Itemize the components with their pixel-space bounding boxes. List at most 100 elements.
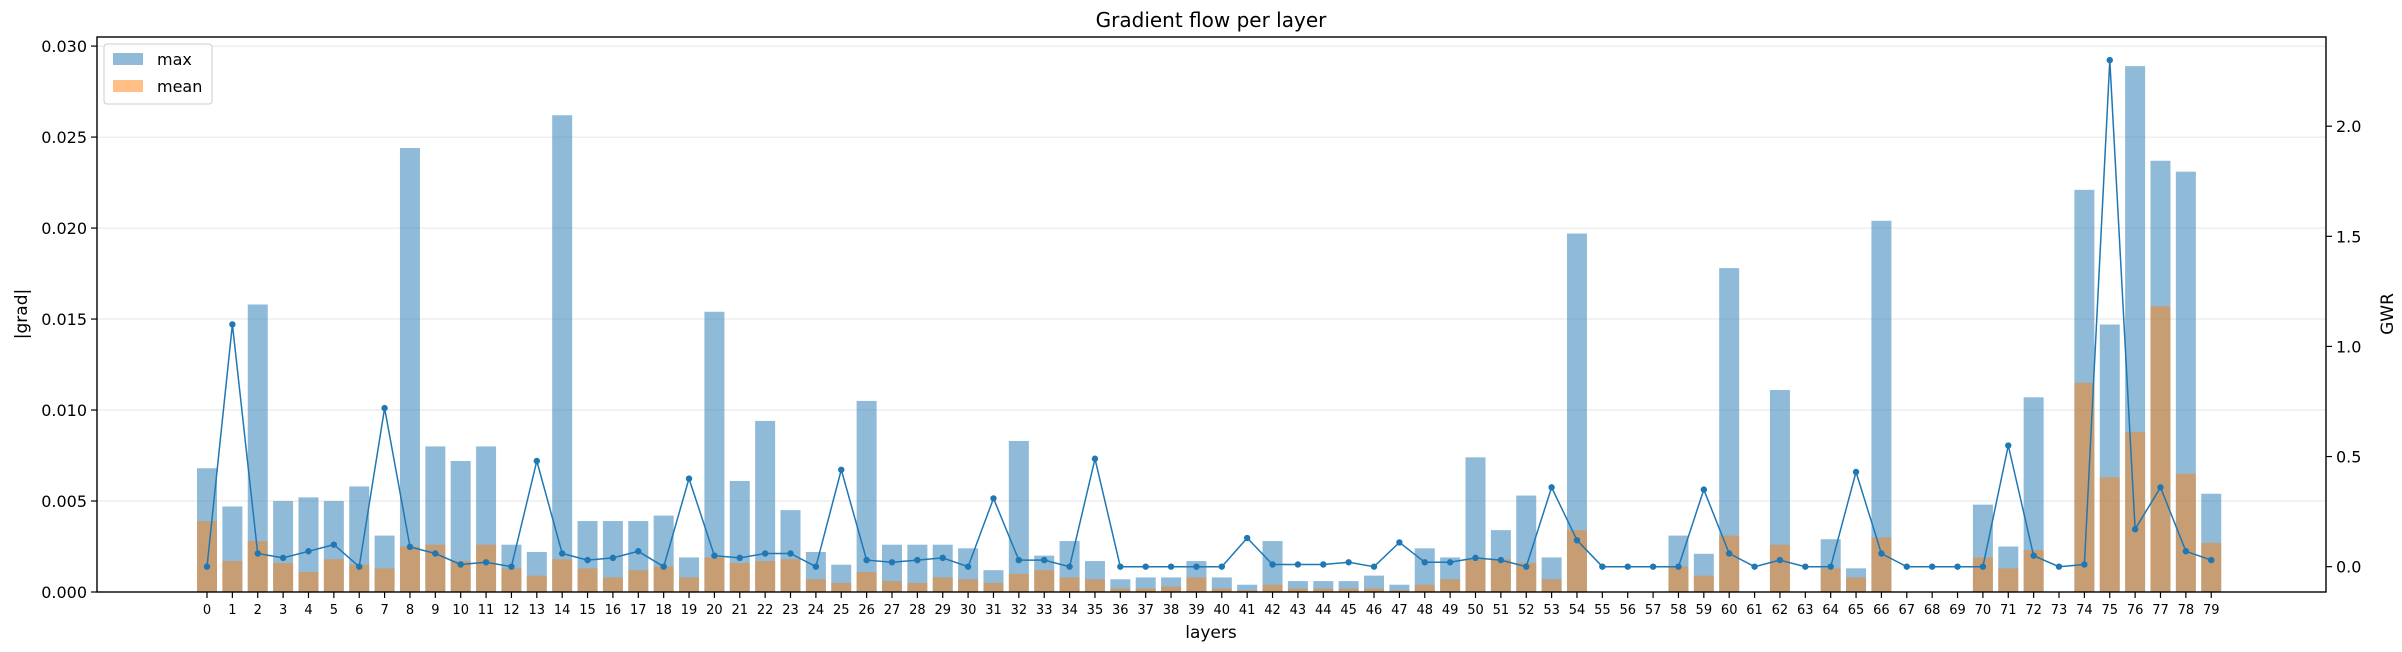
gwr-point [1599,563,1606,570]
mean-bar [628,570,649,592]
gwr-point [1776,556,1784,564]
gwr-point [2106,56,2113,64]
x-tick-label: 70 [1975,603,1992,618]
x-tick-label: 13 [529,603,546,618]
mean-bars [197,306,2222,592]
gwr-point [1751,563,1758,570]
gwr-point [381,404,388,412]
y-axis-ticks: 0.000 0.005 0.010 0.015 0.020 0.025 0.030 [41,37,97,602]
mean-bar [1516,562,1537,592]
max-bar [1871,220,1892,593]
gwr-point [1472,554,1479,562]
gwr-point [1269,561,1276,568]
gwr-point [1675,563,1682,570]
legend: max mean [103,43,213,105]
x-tick-label: 33 [1036,603,1053,618]
mean-bar [780,559,801,592]
x-tick-label: 12 [503,603,520,618]
gwr-point [1497,556,1505,564]
x-tick-label: 10 [452,603,469,618]
mean-bar [679,577,700,592]
x-tick-label: 37 [1137,603,1154,618]
x-tick-label: 41 [1239,603,1256,618]
y2-tick-label: 2.0 [2336,117,2361,136]
gwr-point [2157,484,2164,491]
legend-swatch-max [113,53,143,65]
gwr-point [229,321,236,328]
gwr-point [914,556,921,564]
x-tick-label: 42 [1264,603,1281,618]
x-tick-label: 44 [1315,603,1332,618]
max-bar [1566,233,1587,592]
gwr-point [330,541,338,548]
x-tick-label: 72 [2025,603,2042,618]
x-tick-label: 35 [1087,603,1104,618]
mean-bar [1161,586,1182,592]
x-tick-label: 38 [1163,603,1180,618]
mean-bar [653,566,674,592]
y-tick-label: 0.030 [41,37,87,56]
x-tick-label: 45 [1340,603,1357,618]
gwr-point [1066,563,1073,570]
gwr-point [609,554,617,562]
mean-bar [1262,584,1283,592]
x-tick-label: 30 [960,603,977,618]
mean-bar [1313,588,1334,592]
gwr-point [1041,556,1048,564]
x-tick-label: 0 [203,603,211,618]
mean-bar [602,577,623,592]
y-tick-label: 0.010 [41,401,87,420]
x-tick-label: 5 [330,603,338,618]
gwr-point [711,552,718,559]
x-tick-label: 7 [380,603,388,618]
x-tick-label: 18 [655,603,672,618]
x-tick-label: 17 [630,603,647,618]
x-tick-label: 1 [228,603,236,618]
y2-tick-label: 1.5 [2336,227,2361,246]
x-tick-label: 34 [1061,603,1078,618]
gwr-point [635,548,642,555]
x-tick-label: 14 [554,603,571,618]
mean-bar [958,579,979,592]
gwr-point [254,550,261,557]
x-axis-label: layers [1185,623,1237,643]
mean-bar [1059,577,1080,592]
y-axis-label: |grad| [12,289,32,339]
mean-bar [2074,382,2095,592]
gwr-point [1979,563,1987,570]
gwr-point [812,563,820,570]
x-tick-label: 36 [1112,603,1129,618]
x-tick-label: 20 [706,603,723,618]
max-bar [1389,584,1410,592]
y-tick-label: 0.000 [41,583,87,602]
gwr-point [1243,534,1251,542]
x-tick-label: 53 [1543,603,1560,618]
mean-bar [1490,559,1511,592]
legend-label-max: max [157,50,192,69]
mean-bar [704,557,725,592]
mean-bar [1668,566,1689,592]
x-tick-label: 76 [2127,603,2144,618]
gwr-point [1954,563,1961,570]
x-tick-label: 40 [1214,603,1231,618]
x-tick-label: 6 [355,603,363,618]
gwr-point [1167,563,1175,570]
mean-bar [2150,306,2171,592]
mean-bar [907,582,928,592]
x-tick-label: 58 [1670,603,1687,618]
max-bar [856,400,877,592]
mean-bar [273,562,294,592]
gwr-point [1573,537,1581,544]
x-tick-label: 65 [1848,603,1865,618]
chart-title: Gradient flow per layer [1096,8,1327,32]
mean-bar [983,582,1004,592]
gwr-point [1548,484,1555,491]
mean-bar [349,564,370,592]
gwr-point [1015,556,1023,564]
gwr-point [305,548,312,555]
mean-bar [881,581,902,592]
mean-bar [450,561,471,592]
gwr-point [660,563,667,570]
gwr-point [1091,455,1099,462]
gwr-point [888,559,896,566]
